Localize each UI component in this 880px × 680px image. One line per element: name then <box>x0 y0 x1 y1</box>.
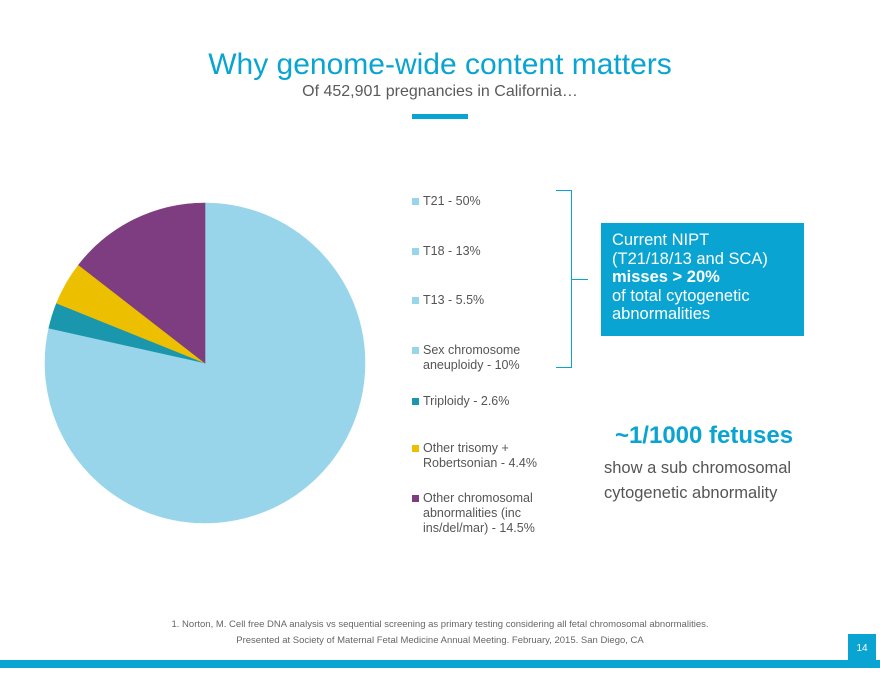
footnote-line: 1. Norton, M. Cell free DNA analysis vs … <box>171 619 709 630</box>
pie-slice <box>87 362 206 524</box>
legend-item: Other trisomy + Robertsonian - 4.4% <box>412 441 572 471</box>
legend-swatch <box>412 398 419 405</box>
legend-label: T18 - 13% <box>423 244 481 258</box>
legend-label: Other trisomy + <box>423 441 509 455</box>
footnote-line: Presented at Society of Maternal Fetal M… <box>236 635 644 646</box>
legend-item: T21 - 50% <box>412 194 572 209</box>
legend-label: T13 - 5.5% <box>423 293 485 307</box>
legend-label: ins/del/mar) - 14.5% <box>423 521 535 535</box>
legend-label: T21 - 50% <box>423 194 481 208</box>
legend-item: T18 - 13% <box>412 244 572 259</box>
nipt-callout-box: Current NIPT (T21/18/13 and SCA) misses … <box>601 223 804 336</box>
legend-item: Other chromosomal abnormalities (inc ins/d… <box>412 491 572 536</box>
legend-swatch <box>412 248 419 255</box>
legend-label: abnormalities (inc <box>423 506 521 520</box>
title-underline <box>412 114 468 119</box>
legend-swatch <box>412 347 419 354</box>
legend-item: T13 - 5.5% <box>412 293 572 308</box>
legend-swatch <box>412 198 419 205</box>
nipt-bracket <box>556 190 572 368</box>
footnote: 1. Norton, M. Cell free DNA analysis vs … <box>0 617 880 649</box>
slide-subtitle: Of 452,901 pregnancies in California… <box>302 83 578 100</box>
legend-swatch <box>412 445 419 452</box>
legend-label: Other chromosomal <box>423 491 533 505</box>
callout-line: abnormalities <box>612 305 711 323</box>
fetus-stat-description: show a sub chromosomal cytogenetic abnor… <box>604 456 814 506</box>
callout-line: (T21/18/13 and SCA) <box>612 249 768 268</box>
legend-label: Sex chromosome <box>423 343 521 357</box>
callout-line: of total cytogenetic <box>612 286 750 305</box>
fetus-stat-line: show a sub chromosomal <box>604 459 792 477</box>
fetus-stat-headline: ~1/1000 fetuses <box>614 422 794 449</box>
legend-label: aneuploidy - 10% <box>423 358 520 372</box>
fetus-stat-line: cytogenetic abnormality <box>604 484 778 502</box>
page-number: 14 <box>848 634 876 662</box>
pie-chart <box>44 202 366 524</box>
legend-label: Robertsonian - 4.4% <box>423 456 537 470</box>
callout-line: Current NIPT <box>612 231 710 249</box>
slide-title: Why genome-wide content matters <box>208 48 672 81</box>
pie-slice <box>78 202 206 364</box>
legend-label: Triploidy - 2.6% <box>423 394 510 408</box>
legend-swatch <box>412 495 419 502</box>
legend-item: Sex chromosome aneuploidy - 10% <box>412 343 572 373</box>
legend-swatch <box>412 297 419 304</box>
pie-slice <box>204 202 366 524</box>
legend-item: Triploidy - 2.6% <box>412 394 572 409</box>
callout-line-emphasis: misses > 20% <box>612 268 720 286</box>
nipt-bracket-pointer <box>572 279 588 280</box>
footer-bar <box>0 660 880 668</box>
pie-slice <box>44 327 206 427</box>
